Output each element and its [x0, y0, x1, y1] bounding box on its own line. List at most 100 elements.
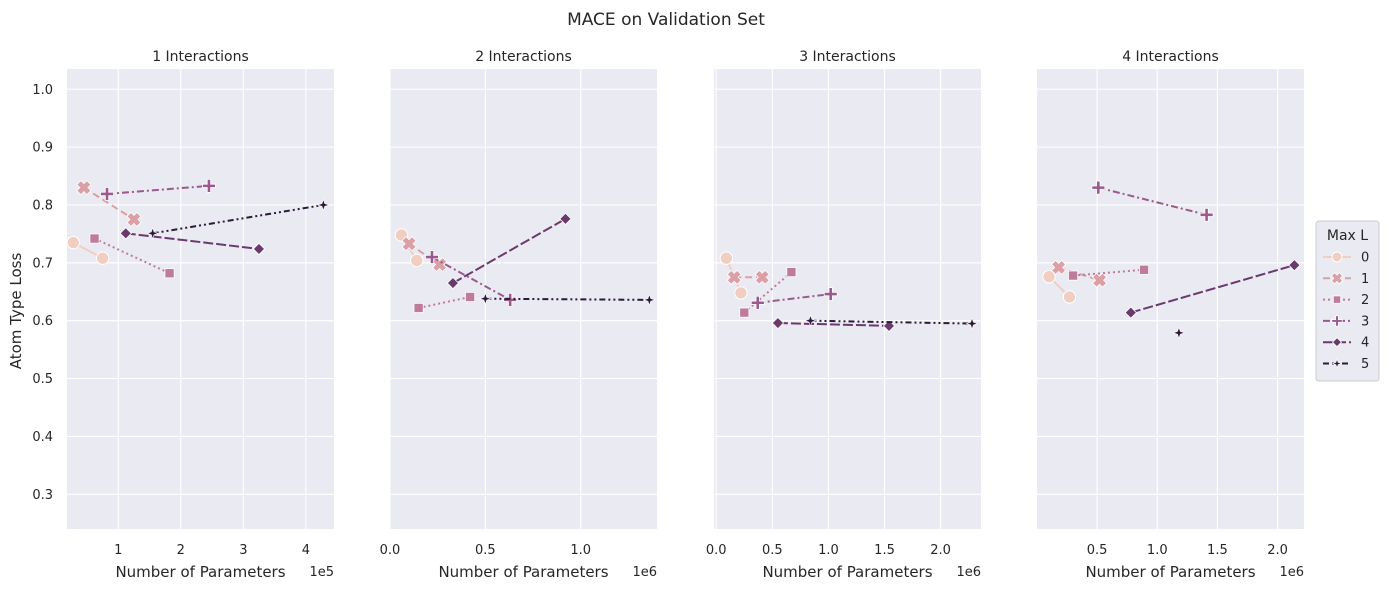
- series-L1: [401, 236, 448, 273]
- legend-box: [1315, 220, 1380, 382]
- data-point: [432, 257, 448, 273]
- y-tick-label: 0.5: [32, 372, 53, 387]
- series-L5: [478, 292, 656, 307]
- data-point: [1042, 270, 1056, 284]
- series-L1: [1051, 259, 1108, 288]
- data-point: [559, 212, 572, 226]
- data-point: [719, 251, 734, 265]
- series-line: [452, 217, 566, 284]
- x-axis-label: Number of Parameters: [1085, 563, 1255, 581]
- series-L2: [89, 233, 175, 279]
- x-tick-label: 2.0: [930, 543, 951, 558]
- legend: Max L 0 1 2 3 4 5: [1315, 220, 1380, 382]
- x-tick-label: 1.0: [1147, 543, 1168, 558]
- x-axis-label: Number of Parameters: [438, 563, 608, 581]
- series-L3: [100, 178, 216, 201]
- x-offset-text: 1e6: [632, 565, 657, 580]
- series-L0: [1042, 270, 1077, 304]
- data-point: [252, 242, 266, 256]
- data-point: [1199, 207, 1214, 222]
- x-tick-label: 1.0: [570, 543, 591, 558]
- legend-entry-L5: 5: [1323, 357, 1369, 372]
- data-point: [425, 250, 439, 264]
- series-L5: [804, 314, 979, 331]
- legend-title: Max L: [1327, 228, 1368, 244]
- series-L3: [1091, 180, 1214, 222]
- legend-label: 1: [1361, 272, 1369, 287]
- y-tick-label: 0.9: [32, 141, 53, 156]
- legend-label: 3: [1361, 314, 1369, 329]
- series-L5: [1172, 326, 1186, 340]
- x-tick-label: 0.5: [475, 543, 496, 558]
- panel-title: 4 Interactions: [1122, 49, 1219, 65]
- data-point: [965, 317, 979, 331]
- legend-marker: [1331, 337, 1343, 348]
- panel-title: 1 Interactions: [152, 49, 249, 65]
- x-axis-label: Number of Parameters: [762, 563, 932, 581]
- legend-entry-L2: 2: [1323, 293, 1369, 308]
- y-tick-label: 1.0: [32, 83, 53, 98]
- x-offset-text: 1e6: [1279, 565, 1304, 580]
- y-axis-label: Atom Type Loss: [7, 253, 25, 370]
- data-point: [401, 236, 417, 252]
- data-point: [1091, 272, 1108, 288]
- series-line: [1098, 186, 1207, 216]
- series-L2: [413, 291, 476, 313]
- panel-title: 2 Interactions: [475, 49, 572, 65]
- x-tick-label: 1.5: [1207, 543, 1228, 558]
- series-L4: [1124, 258, 1301, 319]
- x-tick-label: 0.5: [762, 543, 783, 558]
- data-point: [1091, 180, 1106, 195]
- legend-label: 5: [1361, 357, 1369, 372]
- series-line: [1130, 264, 1295, 314]
- data-point: [413, 302, 424, 313]
- y-tick-label: 0.7: [32, 256, 53, 271]
- plot-background: [67, 69, 334, 529]
- data-point: [739, 307, 750, 318]
- series-L2: [739, 267, 797, 318]
- series-line: [777, 322, 890, 327]
- x-tick-label: 4: [302, 543, 310, 558]
- series-line: [106, 184, 210, 195]
- x-offset-text: 1e6: [956, 565, 981, 580]
- data-point: [823, 287, 838, 301]
- data-point: [750, 295, 765, 310]
- series-L1: [726, 269, 770, 285]
- legend-label: 0: [1361, 251, 1369, 266]
- legend-entry-L3: 3: [1323, 314, 1369, 329]
- data-point: [478, 292, 492, 306]
- data-point: [316, 198, 330, 212]
- data-point: [164, 268, 175, 279]
- x-offset-text: 1e5: [309, 565, 334, 580]
- series-line: [743, 271, 793, 314]
- series-line: [485, 297, 650, 301]
- x-tick-label: 3: [239, 543, 247, 558]
- legend-label: 2: [1361, 293, 1369, 308]
- data-point: [1288, 258, 1301, 272]
- x-axis-label: Number of Parameters: [115, 563, 285, 581]
- data-point: [642, 293, 656, 307]
- series-line: [125, 232, 260, 250]
- data-point: [202, 178, 216, 193]
- data-point: [76, 180, 92, 196]
- data-point: [786, 267, 797, 278]
- data-point: [119, 227, 132, 240]
- series-line: [83, 186, 135, 221]
- x-tick-label: 2: [177, 543, 185, 558]
- legend-entry-L4: 4: [1323, 336, 1369, 351]
- data-point: [66, 235, 80, 250]
- data-point: [754, 269, 770, 285]
- data-point: [1051, 259, 1067, 276]
- series-line: [418, 295, 471, 309]
- data-point: [146, 226, 160, 240]
- legend-marker: [1330, 272, 1344, 285]
- series-line: [757, 293, 831, 304]
- x-tick-label: 1: [114, 543, 122, 558]
- legend-marker: [1332, 295, 1342, 304]
- series-line: [152, 203, 324, 235]
- data-point: [1062, 290, 1077, 304]
- plot-background: [1037, 69, 1304, 529]
- x-tick-label: 2.0: [1267, 543, 1288, 558]
- legend-marker: [1331, 315, 1343, 327]
- data-point: [95, 251, 110, 265]
